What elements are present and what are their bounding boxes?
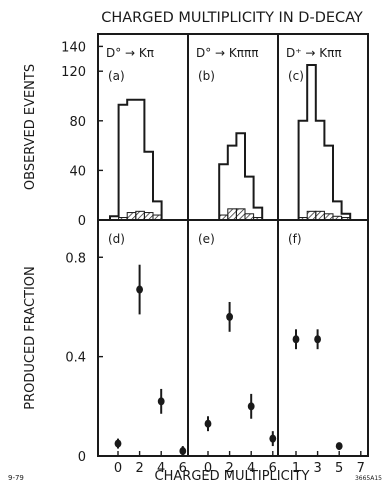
data-point <box>269 434 277 443</box>
data-point <box>204 419 212 428</box>
background-bar <box>306 210 317 221</box>
background-bar <box>227 208 237 221</box>
background-bar <box>126 212 137 221</box>
histogram-panel-c <box>290 64 352 221</box>
data-point <box>247 402 255 411</box>
y-axis-label-top: OBSERVED EVENTS <box>23 64 38 190</box>
decay-title: D° → Kπ <box>106 46 154 60</box>
background-bar <box>135 210 145 221</box>
scatter-points <box>114 264 343 456</box>
panel-label: (b) <box>198 69 215 83</box>
data-point <box>114 439 122 448</box>
figure-title: CHARGED MULTIPLICITY IN D-DECAY <box>101 10 363 26</box>
background-bar <box>341 217 351 221</box>
data-point <box>136 285 144 294</box>
x-tick-label: 5 <box>335 461 343 476</box>
decay-title: D⁺ → Kππ <box>286 46 342 60</box>
y-tick-label: 0.4 <box>65 351 86 366</box>
y-ticks-bottom: 0 0.4 0.8 <box>65 251 103 465</box>
y-tick-label: 40 <box>69 164 86 179</box>
background-bar <box>118 217 128 221</box>
data-point <box>157 397 165 406</box>
decay-title: D° → Kπππ <box>196 46 258 60</box>
scatter-panel-d <box>114 264 187 456</box>
x-tick-label: 2 <box>225 461 233 476</box>
panel-label: (c) <box>288 69 304 83</box>
x-tick-label: 0 <box>114 461 122 476</box>
x-axis-label: CHARGED MULTIPLICITY <box>155 469 310 484</box>
background-bar <box>332 215 343 221</box>
x-tick-label: 6 <box>179 461 187 476</box>
scatter-panel-f <box>292 329 343 451</box>
panel-labels: (a) (d) (b) (e) (c) (f) <box>108 69 304 246</box>
x-tick-label: 6 <box>269 461 277 476</box>
footer-right: 3665A15 <box>355 475 382 482</box>
decay-titles: D° → Kπ D° → Kπππ D⁺ → Kππ <box>106 46 342 60</box>
panel-label: (d) <box>108 232 125 246</box>
histogram-outline <box>290 64 352 221</box>
background-bar <box>152 214 163 221</box>
background-bar <box>143 212 154 221</box>
background-bar <box>244 213 255 221</box>
background-bar <box>235 208 246 221</box>
y-tick-label: 80 <box>69 115 86 130</box>
histogram-panel-b <box>202 132 264 221</box>
background-bar <box>253 217 263 221</box>
panel-label: (f) <box>288 232 302 246</box>
scatter-panel-e <box>204 301 277 447</box>
x-tick-label: 3 <box>313 461 321 476</box>
panel-label: (e) <box>198 232 215 246</box>
background-bar <box>298 217 308 221</box>
data-point <box>314 335 321 344</box>
histograms <box>109 64 352 221</box>
histogram-panel-a <box>109 98 171 221</box>
footer-left: 9-79 <box>8 474 24 482</box>
y-tick-label: 0 <box>78 214 86 229</box>
y-ticks-top: 0 40 80 120 140 <box>61 40 103 229</box>
y-tick-label: 140 <box>61 40 86 55</box>
panel-label: (a) <box>108 69 125 83</box>
panel-frames <box>97 33 369 457</box>
background-bar <box>315 210 325 221</box>
frame-bottom-row <box>97 219 369 457</box>
x-tick-label: 0 <box>204 461 212 476</box>
x-tick-label: 2 <box>135 461 143 476</box>
histogram-outline <box>202 132 264 221</box>
background-bar <box>218 214 229 221</box>
frame-top-row <box>97 33 369 221</box>
histogram-outline <box>109 98 171 221</box>
y-tick-label: 120 <box>61 65 86 80</box>
data-point <box>292 335 300 344</box>
x-tick-label: 1 <box>292 461 300 476</box>
data-point <box>226 312 234 321</box>
x-tick-label: 7 <box>357 461 365 476</box>
y-tick-label: 0.8 <box>65 251 86 266</box>
background-bar <box>323 213 334 221</box>
x-tick-label: 4 <box>157 461 165 476</box>
data-point <box>335 442 343 451</box>
y-tick-label: 0 <box>78 450 86 465</box>
x-tick-label: 4 <box>247 461 255 476</box>
y-axis-label-bottom: PRODUCED FRACTION <box>23 266 38 410</box>
